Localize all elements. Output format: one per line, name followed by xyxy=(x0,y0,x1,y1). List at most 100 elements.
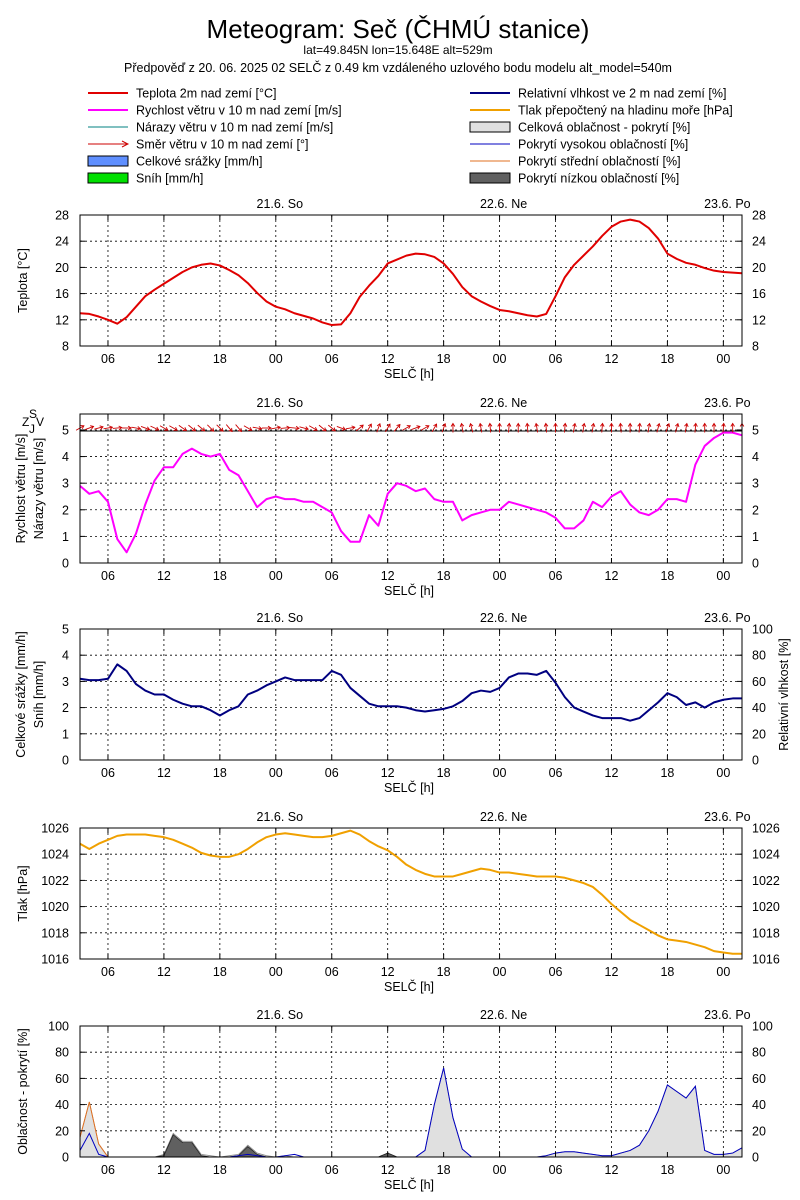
wind-arrow-shaft xyxy=(112,427,122,429)
wind-arrow-shaft xyxy=(479,423,483,433)
y-tick-label: 24 xyxy=(55,235,69,249)
y-tick-label-right: 4 xyxy=(752,450,759,464)
wind-arrow-head xyxy=(637,422,642,427)
wind-arrow-head xyxy=(396,423,401,429)
x-tick-label: 06 xyxy=(101,1163,115,1177)
plot-frame xyxy=(79,827,743,960)
wind-arrow-shaft xyxy=(345,426,355,430)
y-tick-label-right: 1026 xyxy=(752,822,780,836)
legend-item: Celková oblačnost - pokrytí [%] xyxy=(469,121,690,135)
legend-item: Celkové srážky [mm/h] xyxy=(87,155,262,169)
x-tick-label: 12 xyxy=(157,352,171,366)
wind-arrow-head xyxy=(276,425,282,430)
x-tick-label: 06 xyxy=(549,1163,563,1177)
wind-arrow-shaft xyxy=(355,424,364,432)
wind-arrow-shaft xyxy=(225,424,233,432)
wind-arrow-head xyxy=(534,422,539,427)
x-tick-label: 06 xyxy=(101,352,115,366)
wind-direction-arrow xyxy=(441,422,447,433)
day-label: 22.6. Ne xyxy=(480,1008,527,1022)
y-tick-label: 80 xyxy=(55,1046,69,1060)
wind-direction-arrow xyxy=(150,425,160,431)
y-tick-label-right: 20 xyxy=(752,727,766,741)
y-tick-label: 100 xyxy=(48,1020,69,1034)
wind-arrow-shaft xyxy=(402,425,411,431)
y-tick-label: 4 xyxy=(62,649,69,663)
wind-direction-arrow xyxy=(178,425,187,432)
y-tick-label-right: 80 xyxy=(752,649,766,663)
legend-swatch xyxy=(87,155,129,167)
wind-direction-arrow xyxy=(393,423,401,432)
wind-arrow-head xyxy=(416,425,421,430)
x-tick-label: 12 xyxy=(381,965,395,979)
day-label: 23.6. Po xyxy=(704,396,751,410)
day-label: 22.6. Ne xyxy=(480,197,527,211)
x-tick-label: 06 xyxy=(549,352,563,366)
wind-direction-arrow xyxy=(459,422,465,433)
day-label: 22.6. Ne xyxy=(480,611,527,625)
wind-arrow-head xyxy=(487,422,493,427)
compass-j: J xyxy=(29,422,35,436)
legend: Teplota 2m nad zemí [°C] Relativní vlhkos… xyxy=(87,87,733,186)
wind-arrow-head xyxy=(201,427,206,432)
wind-arrow-head xyxy=(478,422,483,427)
wind-arrow-head xyxy=(665,422,671,428)
x-tick-label: 06 xyxy=(325,352,339,366)
y-tick-label: 40 xyxy=(55,1098,69,1112)
wind-arrow-shaft xyxy=(489,423,492,433)
wind-direction-arrow xyxy=(207,424,215,432)
y-tick-label-right: 24 xyxy=(752,235,766,249)
y-tick-label-right: 2 xyxy=(752,503,759,517)
legend-swatch xyxy=(469,121,511,133)
wind-arrow-head xyxy=(497,422,502,427)
legend-item: Nárazy větru v 10 m nad zemí [m/s] xyxy=(88,121,333,135)
wind-arrow-head xyxy=(506,422,512,427)
wind-arrow-shaft xyxy=(150,425,159,431)
wind-direction-arrow xyxy=(431,423,438,433)
x-tick-label: 00 xyxy=(716,352,730,366)
wind-arrow-head xyxy=(376,422,382,428)
y-tick-label: 0 xyxy=(62,1151,69,1165)
wind-arrow-shaft xyxy=(188,424,196,432)
y-tick-label: 1026 xyxy=(41,822,69,836)
y-tick-label: 1 xyxy=(62,727,69,741)
compass-v: V xyxy=(36,415,44,429)
y-tick-label-right: 100 xyxy=(752,623,773,637)
y-tick-label: 20 xyxy=(55,1124,69,1138)
y-tick-label-right: 28 xyxy=(752,209,766,223)
y-tick-label-right: 20 xyxy=(752,1124,766,1138)
wind-arrow-head xyxy=(80,425,85,430)
wind-direction-arrow xyxy=(497,422,502,433)
y-axis-label-secondary: Sníh [mm/h] xyxy=(32,661,46,728)
x-tick-label: 06 xyxy=(549,965,563,979)
wind-arrow-head xyxy=(286,425,291,431)
wind-direction-arrow xyxy=(590,422,596,433)
legend-arrowhead xyxy=(121,140,130,148)
wind-arrow-head xyxy=(155,426,160,431)
wind-arrow-head xyxy=(304,426,309,431)
x-tick-label: 06 xyxy=(101,569,115,583)
legend-item: Pokrytí střední oblačností [%] xyxy=(470,155,681,169)
wind-arrow-head xyxy=(590,422,596,427)
wind-arrow-head xyxy=(609,422,614,427)
wind-direction-arrow xyxy=(637,422,642,433)
y-tick-label: 4 xyxy=(62,450,69,464)
wind-arrow-shaft xyxy=(411,426,421,430)
wind-direction-arrow xyxy=(468,422,474,433)
y-axis-label-secondary: Nárazy větru [m/s] xyxy=(32,438,46,539)
wind-arrow-shaft xyxy=(280,427,290,429)
wind-direction-arrow xyxy=(487,422,493,433)
x-tick-label: 18 xyxy=(213,965,227,979)
x-axis-label: SELČ [h] xyxy=(384,979,434,994)
legend-label: Celkové srážky [mm/h] xyxy=(136,155,262,169)
wind-direction-arrow xyxy=(675,422,680,433)
x-tick-label: 00 xyxy=(269,569,283,583)
wind-arrow-shaft xyxy=(722,423,725,433)
y-tick-label-right: 5 xyxy=(752,423,759,437)
wind-arrow-head xyxy=(711,422,717,427)
day-label: 22.6. Ne xyxy=(480,396,527,410)
wind-arrow-shaft xyxy=(140,426,150,430)
legend-label: Pokrytí nízkou oblačností [%] xyxy=(518,172,679,186)
